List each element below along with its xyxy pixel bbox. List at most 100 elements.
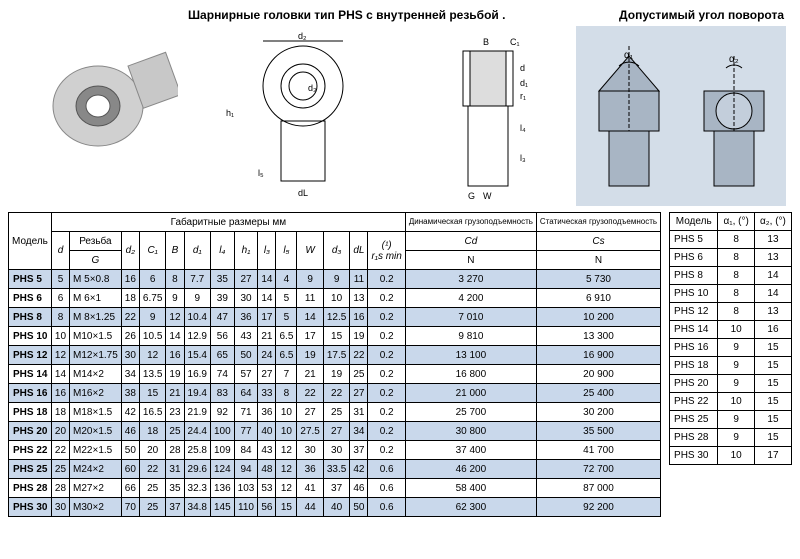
data-cell: 11 — [350, 270, 368, 289]
table-row: PHS 1212M12×1.7530121615.46550246.51917.… — [9, 346, 661, 365]
svg-text:B: B — [483, 37, 489, 47]
data-cell: 10 — [718, 321, 755, 339]
data-cell: 47 — [210, 308, 234, 327]
angle-header-row: Модель α₁, (°) α₂, (°) — [670, 213, 792, 231]
data-cell: 7.7 — [184, 270, 210, 289]
data-cell: 15 — [754, 393, 791, 411]
data-cell: 16 — [51, 384, 69, 403]
model-cell: PHS 8 — [9, 308, 52, 327]
table-row: PHS 2020M20×1.546182524.410077401027.527… — [9, 422, 661, 441]
col-h1: h₁ — [234, 232, 258, 270]
data-cell: 22 — [51, 441, 69, 460]
data-cell: 46 — [121, 422, 139, 441]
data-cell: 36 — [258, 403, 276, 422]
data-cell: 110 — [234, 498, 258, 517]
data-cell: 50 — [234, 346, 258, 365]
data-cell: 19.4 — [184, 384, 210, 403]
data-cell: 5 — [276, 289, 297, 308]
data-cell: 6.5 — [276, 327, 297, 346]
data-cell: 22 — [121, 308, 139, 327]
svg-text:h₁: h₁ — [226, 108, 234, 118]
data-cell: 16 — [754, 321, 791, 339]
col-d1: d₁ — [184, 232, 210, 270]
rod-end-front-icon: d₂ h₁ dL d₃ l₅ — [218, 31, 388, 201]
title-right: Допустимый угол поворота — [619, 8, 784, 22]
data-cell: 35 500 — [536, 422, 660, 441]
data-cell: 64 — [234, 384, 258, 403]
data-cell: 18 — [121, 289, 139, 308]
data-cell: 9 — [718, 375, 755, 393]
model-cell: PHS 10 — [9, 327, 52, 346]
data-cell: 31 — [350, 403, 368, 422]
data-cell: PHS 5 — [670, 231, 718, 249]
data-cell: 17.5 — [323, 346, 349, 365]
table-row: PHS 3030M30×270253734.814511056154440500… — [9, 498, 661, 517]
table-row: PHS 1414M14×23413.51916.974572772119250.… — [9, 365, 661, 384]
angle-body: PHS 5813PHS 6813PHS 8814PHS 10814PHS 128… — [670, 231, 792, 465]
data-cell: 62 300 — [405, 498, 536, 517]
data-cell: 60 — [121, 460, 139, 479]
table-row: PHS 5813 — [670, 231, 792, 249]
table-row: PHS 221015 — [670, 393, 792, 411]
data-cell: 20 — [139, 441, 165, 460]
data-cell: 27 — [258, 365, 276, 384]
data-cell: 103 — [234, 479, 258, 498]
col-cs: Cs — [536, 232, 660, 251]
data-cell: 12.5 — [323, 308, 349, 327]
data-cell: 31 — [166, 460, 184, 479]
data-cell: 100 — [210, 422, 234, 441]
data-cell: PHS 30 — [670, 447, 718, 465]
data-cell: 56 — [210, 327, 234, 346]
col-dl: dL — [350, 232, 368, 270]
angle-a1-icon: α₁ — [579, 36, 679, 196]
data-cell: 15.4 — [184, 346, 210, 365]
data-cell: 16 — [166, 346, 184, 365]
data-cell: 43 — [234, 327, 258, 346]
data-cell: 22 — [297, 384, 323, 403]
data-cell: 16 — [121, 270, 139, 289]
data-cell: 74 — [210, 365, 234, 384]
data-cell: 8 — [718, 303, 755, 321]
data-cell: 9 — [718, 357, 755, 375]
data-cell: 42 — [350, 460, 368, 479]
data-cell: 20 900 — [536, 365, 660, 384]
col-stat: Статическая грузоподъемность — [536, 213, 660, 232]
data-cell: 10 200 — [536, 308, 660, 327]
data-cell: 30 — [323, 441, 349, 460]
data-cell: 46 — [350, 479, 368, 498]
data-cell: 19 — [297, 346, 323, 365]
data-cell: 0.2 — [368, 422, 405, 441]
data-cell: 9 — [323, 270, 349, 289]
data-cell: 5 730 — [536, 270, 660, 289]
data-cell: 34 — [121, 365, 139, 384]
table-row: PHS 55M 5×0.816687.7352714499110.23 2705… — [9, 270, 661, 289]
data-cell: 23 — [166, 403, 184, 422]
data-cell: 17 — [754, 447, 791, 465]
data-cell: 9 — [718, 429, 755, 447]
data-cell: 7 — [276, 365, 297, 384]
data-cell: 20 — [51, 422, 69, 441]
data-cell: 0.2 — [368, 289, 405, 308]
table-row: PHS 28915 — [670, 429, 792, 447]
data-cell: 8 — [718, 249, 755, 267]
data-cell: 32.3 — [184, 479, 210, 498]
data-cell: PHS 25 — [670, 411, 718, 429]
table-row: PHS 1616M16×238152119.483643382222270.22… — [9, 384, 661, 403]
data-cell: 8 — [276, 384, 297, 403]
data-cell: 27.5 — [297, 422, 323, 441]
svg-text:d₃: d₃ — [308, 83, 317, 93]
data-cell: 9 810 — [405, 327, 536, 346]
col-l3: l₃ — [258, 232, 276, 270]
data-cell: 13 — [350, 289, 368, 308]
data-cell: 21.9 — [184, 403, 210, 422]
dimensions-table: Модель Габаритные размеры мм Динамическа… — [8, 212, 661, 517]
data-cell: 14 — [297, 308, 323, 327]
data-cell: 65 — [210, 346, 234, 365]
data-cell: 12 — [276, 479, 297, 498]
data-cell: 25 400 — [536, 384, 660, 403]
table-row: PHS 301017 — [670, 447, 792, 465]
data-cell: 70 — [121, 498, 139, 517]
svg-text:α₂: α₂ — [729, 54, 739, 65]
data-cell: 84 — [234, 441, 258, 460]
data-cell: 26 — [121, 327, 139, 346]
